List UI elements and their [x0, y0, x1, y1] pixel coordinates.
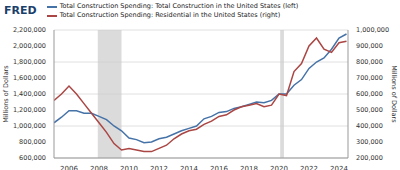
svg-text:400,000: 400,000	[356, 122, 383, 130]
svg-text:800,000: 800,000	[19, 138, 46, 146]
svg-text:1,200,000: 1,200,000	[13, 106, 46, 114]
svg-text:900,000: 900,000	[356, 42, 383, 50]
svg-text:1,400,000: 1,400,000	[13, 90, 46, 98]
svg-text:2024: 2024	[330, 165, 348, 170]
html-text:Total Construction Spending: R: Total Construction Spending: Residential…	[59, 11, 281, 19]
svg-text:1,600,000: 1,600,000	[13, 74, 46, 82]
svg-text:1,000,000: 1,000,000	[13, 122, 46, 130]
svg-text:2016: 2016	[210, 165, 228, 170]
svg-text:2008: 2008	[90, 165, 108, 170]
svg-text:500,000: 500,000	[356, 106, 383, 114]
svg-text:300,000: 300,000	[356, 138, 383, 146]
svg-text:2022: 2022	[300, 165, 318, 170]
svg-text:600,000: 600,000	[356, 90, 383, 98]
svg-text:2006: 2006	[60, 165, 78, 170]
svg-text:2012: 2012	[150, 165, 168, 170]
svg-text:600,000: 600,000	[19, 154, 46, 162]
svg-text:2010: 2010	[120, 165, 138, 170]
svg-text:2,200,000: 2,200,000	[13, 26, 46, 34]
svg-text:2,000,000: 2,000,000	[13, 42, 46, 50]
svg-text:2014: 2014	[180, 165, 198, 170]
html-text:Total Construction Spending: T: Total Construction Spending: Total Const…	[59, 2, 299, 10]
svg-text:2020: 2020	[270, 165, 288, 170]
svg-text:800,000: 800,000	[356, 58, 383, 66]
svg-text:Millions of Dollars: Millions of Dollars	[8, 65, 10, 123]
svg-text:700,000: 700,000	[356, 74, 383, 82]
svg-text:2018: 2018	[240, 165, 258, 170]
svg-text:200,000: 200,000	[356, 154, 383, 162]
svg-text:Millions of Dollars: Millions of Dollars	[390, 65, 392, 123]
html-text:FRED: FRED	[4, 4, 37, 17]
svg-text:1,000,000: 1,000,000	[356, 26, 389, 34]
svg-text:1,800,000: 1,800,000	[13, 58, 46, 66]
